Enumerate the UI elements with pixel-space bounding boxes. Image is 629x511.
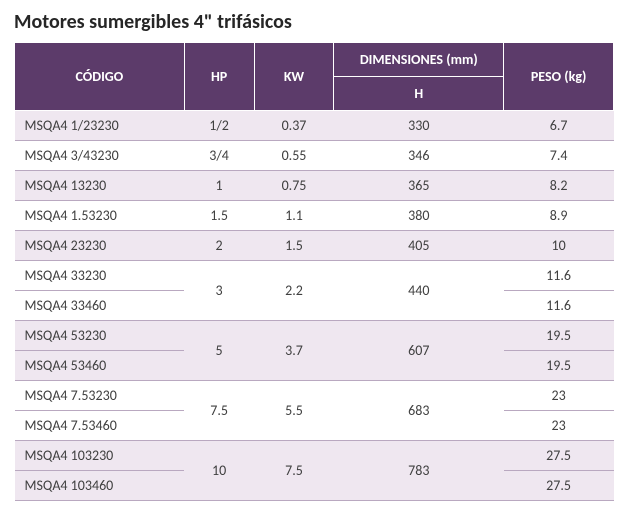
table-row: MSQA4 1323010.753658.2	[15, 171, 614, 201]
cell-codigo: MSQA4 13230	[15, 171, 185, 201]
cell-h: 365	[334, 171, 504, 201]
cell-codigo: MSQA4 33460	[15, 291, 185, 321]
page-title: Motores sumergibles 4" trifásicos	[14, 10, 615, 34]
cell-codigo: MSQA4 23230	[15, 231, 185, 261]
cell-hp: 10	[184, 441, 254, 501]
cell-codigo: MSQA4 103230	[15, 441, 185, 471]
cell-hp: 3/4	[184, 141, 254, 171]
cell-h: 783	[334, 441, 504, 501]
cell-kw: 1.5	[254, 231, 334, 261]
cell-codigo: MSQA4 33230	[15, 261, 185, 291]
cell-peso: 23	[504, 381, 614, 411]
cell-hp: 1	[184, 171, 254, 201]
table-row: MSQA4 1.532301.51.13808.9	[15, 201, 614, 231]
cell-kw: 0.75	[254, 171, 334, 201]
cell-codigo: MSQA4 1/23230	[15, 111, 185, 141]
cell-kw: 5.5	[254, 381, 334, 441]
cell-codigo: MSQA4 1.53230	[15, 201, 185, 231]
cell-h: 405	[334, 231, 504, 261]
cell-kw: 2.2	[254, 261, 334, 321]
cell-h: 346	[334, 141, 504, 171]
table-row: MSQA4 3/432303/40.553467.4	[15, 141, 614, 171]
col-kw: KW	[254, 43, 334, 111]
cell-peso: 19.5	[504, 351, 614, 381]
table-row: MSQA4 3323032.244011.6	[15, 261, 614, 291]
motors-table: CÓDIGO HP KW DIMENSIONES (mm) PESO (kg) …	[14, 42, 614, 501]
table-body: MSQA4 1/232301/20.373306.7MSQA4 3/432303…	[15, 111, 614, 501]
cell-peso: 11.6	[504, 291, 614, 321]
table-row: MSQA4 103230107.578327.5	[15, 441, 614, 471]
cell-peso: 27.5	[504, 471, 614, 501]
cell-hp: 1.5	[184, 201, 254, 231]
cell-hp: 2	[184, 231, 254, 261]
cell-peso: 7.4	[504, 141, 614, 171]
cell-peso: 19.5	[504, 321, 614, 351]
cell-peso: 8.9	[504, 201, 614, 231]
cell-codigo: MSQA4 53230	[15, 321, 185, 351]
cell-h: 607	[334, 321, 504, 381]
cell-codigo: MSQA4 7.53230	[15, 381, 185, 411]
col-peso: PESO (kg)	[504, 43, 614, 111]
cell-codigo: MSQA4 7.53460	[15, 411, 185, 441]
cell-peso: 10	[504, 231, 614, 261]
cell-hp: 1/2	[184, 111, 254, 141]
cell-peso: 8.2	[504, 171, 614, 201]
table-row: MSQA4 7.532307.55.568323	[15, 381, 614, 411]
cell-codigo: MSQA4 3/43230	[15, 141, 185, 171]
cell-h: 330	[334, 111, 504, 141]
cell-hp: 5	[184, 321, 254, 381]
cell-h: 380	[334, 201, 504, 231]
table-row: MSQA4 1/232301/20.373306.7	[15, 111, 614, 141]
cell-hp: 7.5	[184, 381, 254, 441]
col-codigo: CÓDIGO	[15, 43, 185, 111]
cell-kw: 7.5	[254, 441, 334, 501]
cell-codigo: MSQA4 103460	[15, 471, 185, 501]
cell-peso: 27.5	[504, 441, 614, 471]
cell-kw: 3.7	[254, 321, 334, 381]
table-row: MSQA4 5323053.760719.5	[15, 321, 614, 351]
col-hp: HP	[184, 43, 254, 111]
table-header: CÓDIGO HP KW DIMENSIONES (mm) PESO (kg) …	[15, 43, 614, 111]
cell-peso: 6.7	[504, 111, 614, 141]
cell-hp: 3	[184, 261, 254, 321]
cell-kw: 1.1	[254, 201, 334, 231]
table-row: MSQA4 2323021.540510	[15, 231, 614, 261]
cell-codigo: MSQA4 53460	[15, 351, 185, 381]
col-h: H	[334, 77, 504, 111]
cell-peso: 11.6	[504, 261, 614, 291]
cell-h: 683	[334, 381, 504, 441]
cell-kw: 0.55	[254, 141, 334, 171]
col-dim: DIMENSIONES (mm)	[334, 43, 504, 77]
cell-kw: 0.37	[254, 111, 334, 141]
cell-h: 440	[334, 261, 504, 321]
cell-peso: 23	[504, 411, 614, 441]
